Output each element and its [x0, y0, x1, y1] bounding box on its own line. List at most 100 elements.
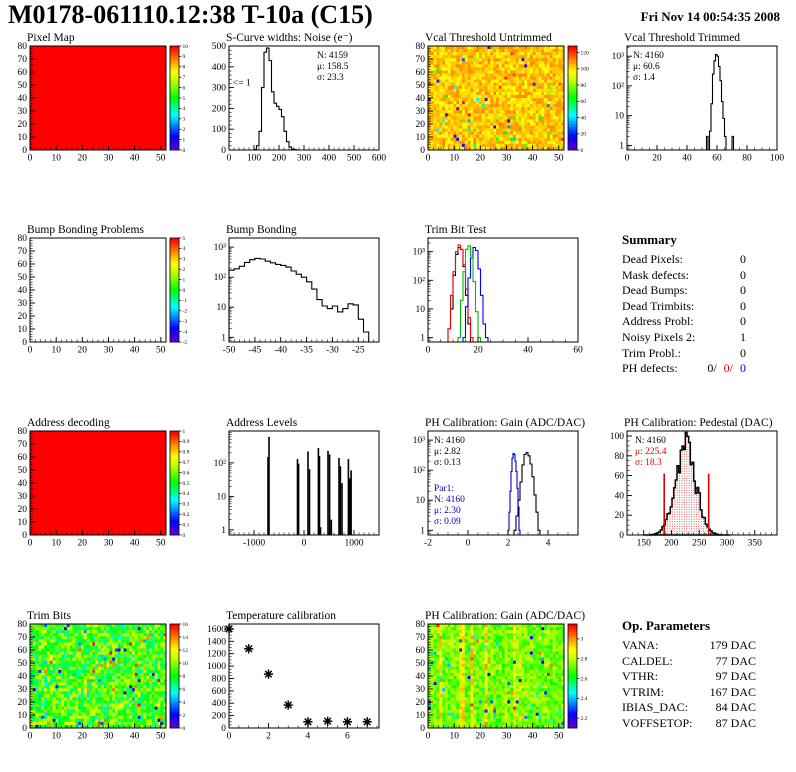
svg-text:Bump Bonding: Bump Bonding [226, 224, 297, 236]
svg-text:80: 80 [18, 234, 28, 244]
svg-text:0: 0 [581, 148, 584, 154]
param-value: 0 [740, 314, 746, 329]
param-value: 0 [740, 283, 746, 298]
param-row: Noisy Pixels 2: 1 [622, 330, 746, 346]
summary-panel: Summary Dead Pixels: 0 Mask defects: 0 Dead … [597, 226, 796, 418]
param-row: Dead Bumps: 0 [622, 283, 746, 299]
param-label: IBIAS_DAC: [622, 700, 689, 715]
svg-text:Trim Bits: Trim Bits [27, 610, 72, 622]
svg-text:0.3: 0.3 [183, 502, 190, 508]
svg-text:60: 60 [573, 346, 583, 356]
svg-text:0.7: 0.7 [183, 460, 190, 466]
svg-text:60: 60 [416, 68, 426, 78]
svg-text:10³: 10³ [214, 243, 227, 253]
svg-text:50: 50 [156, 539, 166, 549]
param-value: 77 DAC [715, 653, 756, 668]
svg-text:30: 30 [104, 732, 114, 742]
svg-text:500: 500 [347, 154, 362, 164]
svg-text:1: 1 [183, 277, 186, 283]
svg-text:20: 20 [18, 505, 28, 515]
svg-text:4: 4 [306, 732, 311, 742]
svg-text:Temperature calibration: Temperature calibration [226, 610, 336, 622]
svg-text:0: 0 [420, 146, 425, 156]
svg-text:0: 0 [466, 539, 471, 549]
svg-text:Address decoding: Address decoding [27, 417, 110, 429]
svg-text:Pixel Map: Pixel Map [27, 32, 75, 44]
svg-text:40: 40 [18, 286, 28, 296]
svg-text:N: 4160: N: 4160 [635, 436, 666, 446]
svg-text:0: 0 [22, 146, 27, 156]
op-parameters-panel: Op. Parameters VANA: 179 DAC CALDEL: 77 DAC… [597, 612, 796, 772]
address-decoding-plot: 00.10.20.30.40.50.60.70.80.910 10 20 30 40 50… [18, 417, 190, 549]
svg-text:40: 40 [130, 154, 140, 164]
param-value: 1 [740, 329, 746, 344]
svg-text:30: 30 [416, 107, 426, 117]
svg-text:-4: -4 [183, 329, 188, 335]
chart-ph-gain-hist: -2 0 2 4 1 10 10² 10³ PH Calibration: Gain (ADC/… [398, 415, 597, 607]
svg-text:6: 6 [183, 85, 186, 91]
svg-text:800: 800 [212, 675, 227, 685]
ph-defects-values: 0/ 0/ 0 [707, 361, 746, 377]
svg-text:150: 150 [637, 539, 652, 549]
svg-text:10: 10 [449, 154, 459, 164]
param-label: Address Probl: [622, 314, 694, 329]
svg-text:0: 0 [22, 531, 27, 541]
param-row: Mask defects: 0 [622, 268, 746, 284]
svg-text:1200: 1200 [207, 650, 226, 660]
svg-text:50: 50 [156, 346, 166, 356]
svg-text:σ: 0.09: σ: 0.09 [434, 517, 461, 527]
svg-text:PH Calibration: Gain (ADC/DAC): PH Calibration: Gain (ADC/DAC) [425, 417, 585, 429]
svg-text:0.2: 0.2 [183, 512, 190, 518]
param-label: Noisy Pixels 2: [622, 329, 696, 344]
svg-text:40: 40 [523, 346, 533, 356]
summary-rows: Dead Pixels: 0 Mask defects: 0 Dead Bumps: 0 D… [597, 252, 796, 361]
svg-text:Vcal Threshold Untrimmed: Vcal Threshold Untrimmed [425, 32, 552, 44]
svg-text:10: 10 [217, 303, 227, 313]
svg-text:6: 6 [345, 732, 350, 742]
svg-text:30: 30 [502, 154, 512, 164]
svg-text:400: 400 [212, 63, 227, 73]
svg-text:400: 400 [212, 699, 227, 709]
svg-text:50: 50 [554, 154, 564, 164]
svg-text:40: 40 [528, 154, 538, 164]
param-label: VTRIM: [622, 684, 664, 699]
svg-text:4: 4 [546, 539, 551, 549]
svg-text:40: 40 [130, 346, 140, 356]
svg-text:0.8: 0.8 [183, 450, 190, 456]
svg-text:30: 30 [18, 685, 28, 695]
svg-text:80: 80 [416, 42, 426, 52]
svg-text:300: 300 [212, 84, 227, 94]
svg-text:-2: -2 [183, 309, 188, 315]
svg-text:20: 20 [78, 154, 88, 164]
svg-text:30: 30 [104, 346, 114, 356]
svg-text:0: 0 [28, 732, 33, 742]
ph-defects-row: PH defects: 0/ 0/ 0 [622, 361, 746, 377]
svg-text:0: 0 [183, 533, 186, 539]
svg-text:10²: 10² [413, 466, 426, 476]
svg-text:10: 10 [51, 154, 61, 164]
op-parameter-rows: VANA: 179 DAC CALDEL: 77 DAC VTHR: 97 DAC VTRI… [597, 638, 796, 732]
svg-text:10: 10 [416, 496, 426, 506]
svg-text:40: 40 [581, 115, 587, 121]
svg-text:50: 50 [156, 732, 166, 742]
param-label: Dead Trimbits: [622, 298, 695, 313]
chart-scurve-noise: 0 100 200 300 400 500 600 0 100 200 300 400 500 S-Cur… [199, 30, 398, 222]
svg-text:6: 6 [183, 687, 186, 693]
svg-text:50: 50 [18, 466, 28, 476]
svg-text:1: 1 [183, 429, 186, 435]
svg-text:μ: 158.5: μ: 158.5 [317, 62, 349, 72]
svg-text:-1000: -1000 [243, 539, 265, 549]
vcal-trimmed-plot: 0 20 40 60 80 100 1 10 10² 10³ Vcal Threshold Trim… [612, 32, 785, 164]
svg-text:0.1: 0.1 [183, 522, 190, 528]
address-levels-plot: -1000 0 1000 1 10 10² Address Levels [214, 417, 380, 549]
svg-text:50: 50 [416, 81, 426, 91]
svg-text:0: 0 [625, 154, 630, 164]
svg-text:40: 40 [18, 672, 28, 682]
svg-text:7: 7 [183, 75, 186, 81]
param-label: Dead Bumps: [622, 283, 688, 298]
svg-text:10²: 10² [214, 273, 227, 283]
svg-text:300: 300 [720, 539, 735, 549]
param-label: Trim Probl.: [622, 345, 681, 360]
